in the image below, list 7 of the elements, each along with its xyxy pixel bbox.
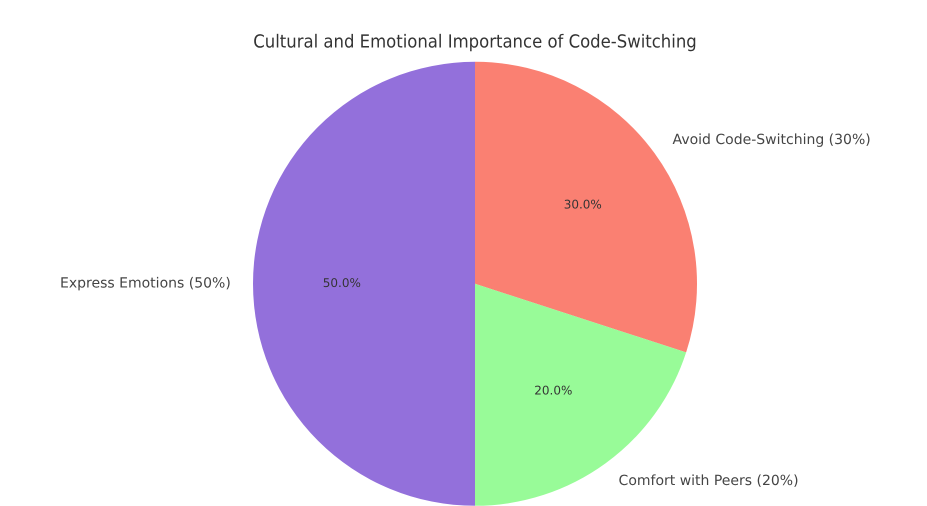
data-label: 50.0% bbox=[322, 276, 361, 290]
chart-title: Cultural and Emotional Importance of Code-Switching bbox=[253, 32, 697, 53]
data-label: 30.0% bbox=[564, 198, 602, 212]
data-label: 20.0% bbox=[534, 384, 572, 398]
slice-label: Avoid Code-Switching (30%) bbox=[672, 132, 871, 148]
slice-label: Express Emotions (50%) bbox=[60, 275, 231, 292]
slice-label: Comfort with Peers (20%) bbox=[618, 473, 799, 490]
